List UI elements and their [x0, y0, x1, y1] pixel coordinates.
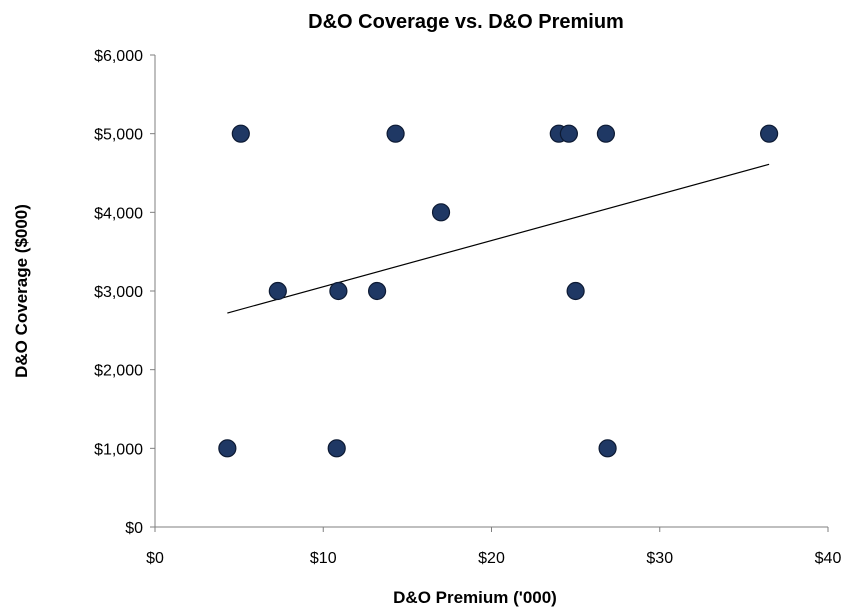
- y-tick-label: $6,000: [94, 48, 143, 65]
- plot-area: $0 $1,000 $2,000 $3,000 $4,000 $5,000 $6,000 $0…: [94, 48, 841, 567]
- x-tick-label: $40: [815, 550, 842, 567]
- y-tick-label: $4,000: [94, 205, 143, 222]
- data-point: [327, 439, 346, 458]
- data-point: [431, 203, 451, 222]
- trendline: [227, 163, 770, 314]
- x-tick-label: $10: [310, 550, 337, 567]
- data-point: [559, 124, 578, 143]
- data-point: [231, 124, 250, 143]
- data-point: [329, 281, 348, 301]
- data-point: [367, 281, 387, 301]
- chart-title: D&O Coverage vs. D&O Premium: [308, 11, 624, 33]
- y-tick-label: $0: [125, 520, 143, 537]
- data-point: [598, 439, 617, 458]
- data-point: [566, 281, 585, 301]
- data-point: [218, 439, 237, 458]
- y-tick-label: $3,000: [94, 284, 143, 301]
- x-tick-label: $0: [146, 550, 164, 567]
- data-point: [596, 124, 616, 143]
- y-axis-title: D&O Coverage ($000): [12, 204, 31, 378]
- y-tick-label: $1,000: [94, 441, 143, 458]
- data-point: [760, 124, 779, 143]
- data-point: [268, 281, 287, 301]
- y-tick-label: $5,000: [94, 127, 143, 144]
- data-point: [386, 124, 405, 143]
- x-tick-label: $20: [478, 550, 505, 567]
- x-tick-label: $30: [646, 550, 673, 567]
- y-tick-label: $2,000: [94, 363, 143, 380]
- x-axis-title: D&O Premium ('000): [393, 588, 557, 607]
